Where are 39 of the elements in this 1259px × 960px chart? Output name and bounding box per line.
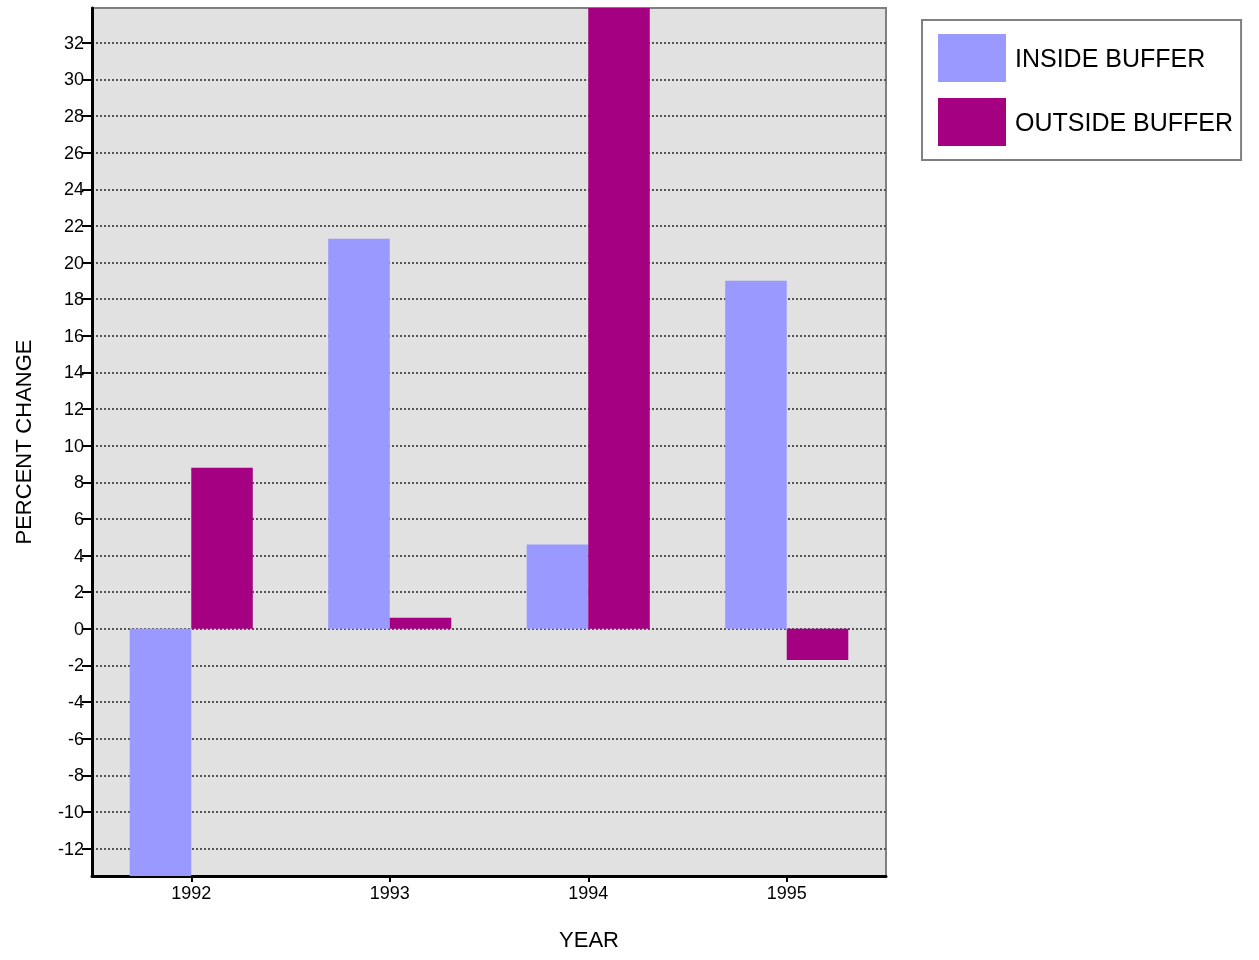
y-tick-label: 20 — [63, 252, 84, 273]
x-axis-title: YEAR — [559, 926, 619, 952]
y-tick-label: 24 — [63, 179, 84, 200]
y-tick-label: -12 — [57, 838, 84, 859]
y-tick-label: 4 — [73, 545, 84, 566]
y-tick-label: 30 — [63, 69, 84, 90]
y-tick-label: -4 — [67, 692, 84, 713]
bar — [191, 467, 253, 629]
legend-label: OUTSIDE BUFFER — [1015, 108, 1234, 136]
y-tick-label: 22 — [63, 215, 84, 236]
y-tick-label: 0 — [73, 618, 84, 639]
x-tick-label: 1995 — [766, 883, 807, 903]
y-tick-label: 2 — [73, 582, 84, 603]
y-tick-label: 8 — [73, 472, 84, 493]
y-tick-label: 14 — [63, 362, 84, 383]
y-axis-title: PERCENT CHANGE — [10, 339, 36, 545]
bar — [526, 544, 589, 629]
legend-label: INSIDE BUFFER — [1015, 44, 1206, 72]
y-tick-label: -10 — [57, 801, 84, 822]
bar — [389, 617, 452, 629]
y-tick-label: 16 — [63, 325, 84, 346]
y-tick-label: 6 — [73, 508, 84, 529]
y-tick-label: 26 — [63, 142, 84, 163]
y-tick-label: -8 — [67, 765, 84, 786]
x-tick-label: 1992 — [171, 883, 212, 903]
y-tick-label: 12 — [63, 399, 84, 420]
bar — [786, 628, 849, 660]
y-tick-label: 10 — [63, 435, 84, 456]
y-tick-label: -2 — [67, 655, 84, 676]
y-tick-label: -6 — [67, 728, 84, 749]
y-tick-label: 32 — [63, 32, 84, 53]
x-tick-label: 1994 — [568, 883, 609, 903]
y-tick-label: 18 — [63, 289, 84, 310]
bar — [129, 628, 192, 876]
bar — [725, 280, 787, 629]
bar — [328, 238, 390, 629]
y-tick-label: 28 — [63, 106, 84, 127]
x-tick-label: 1993 — [369, 883, 410, 903]
bar — [588, 8, 650, 629]
